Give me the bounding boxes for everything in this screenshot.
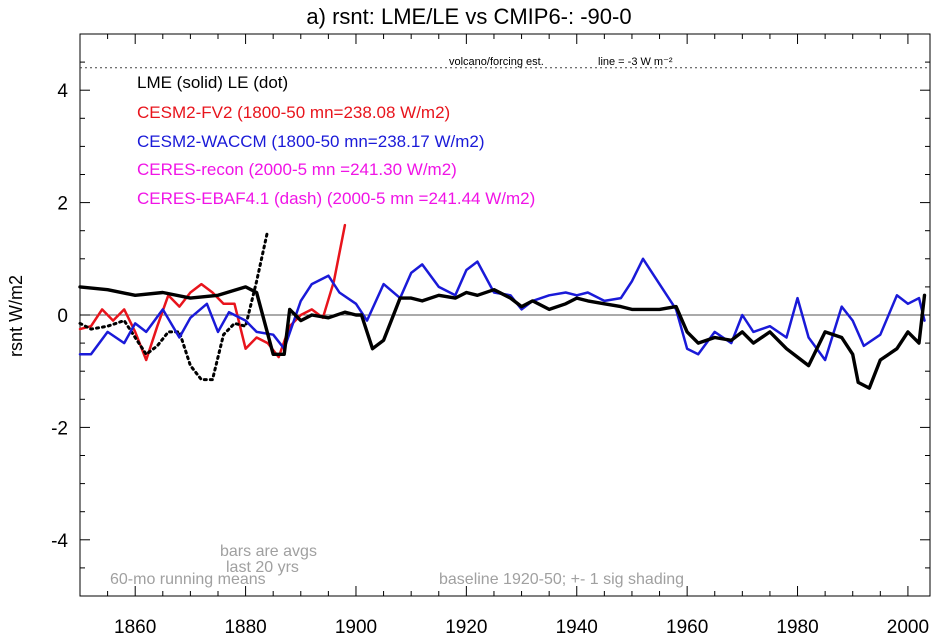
annotation-bars-note: bars are avgs — [220, 543, 317, 560]
x-tick-label: 1940 — [556, 617, 598, 638]
legend-entry: CESM2-FV2 (1800-50 mn=238.08 W/m2) — [137, 103, 450, 122]
x-tick-label: 1860 — [114, 617, 156, 638]
legend-entry: CESM2-WACCM (1800-50 mn=238.17 W/m2) — [137, 132, 485, 151]
x-tick-label: 1960 — [666, 617, 708, 638]
annotation-running-means: 60-mo running means — [110, 571, 266, 588]
x-tick-label: 2000 — [887, 617, 929, 638]
y-tick-label: -2 — [51, 418, 68, 439]
x-tick-label: 1900 — [335, 617, 377, 638]
annotation-volcano-label: volcano/forcing est. — [449, 56, 544, 68]
annotation-volcano-line-label: line = -3 W m⁻² — [598, 56, 673, 68]
y-tick-label: 0 — [57, 306, 68, 327]
series-line-le-dot — [78, 229, 270, 382]
x-tick-label: 1920 — [445, 617, 487, 638]
y-tick-label: -4 — [51, 531, 68, 552]
series-line-cesm2-waccm — [78, 257, 926, 362]
legend-entry: CERES-recon (2000-5 mn =241.30 W/m2) — [137, 160, 457, 179]
series-line-cesm2-fv2 — [78, 223, 347, 362]
x-tick-label: 1880 — [224, 617, 266, 638]
plot-area: -4 -2 0 2 4 1860 1880 1900 1920 1940 1960 1980 2000 L… — [51, 33, 931, 638]
x-tick-label: 1980 — [776, 617, 818, 638]
y-tick-label: 2 — [57, 194, 68, 215]
legend-entry: LME (solid) LE (dot) — [137, 73, 288, 92]
y-axis-label: rsnt W/m2 — [6, 275, 26, 357]
chart-title: a) rsnt: LME/LE vs CMIP6-: -90-0 — [306, 4, 631, 29]
annotation-bars-note: last 20 yrs — [226, 559, 299, 576]
annotation-baseline-note: baseline 1920-50; +- 1 sig shading — [439, 571, 684, 588]
y-tick-label: 4 — [57, 81, 68, 102]
legend-entry: CERES-EBAF4.1 (dash) (2000-5 mn =241.44 … — [137, 189, 535, 208]
series-line-lme-solid — [78, 285, 927, 390]
